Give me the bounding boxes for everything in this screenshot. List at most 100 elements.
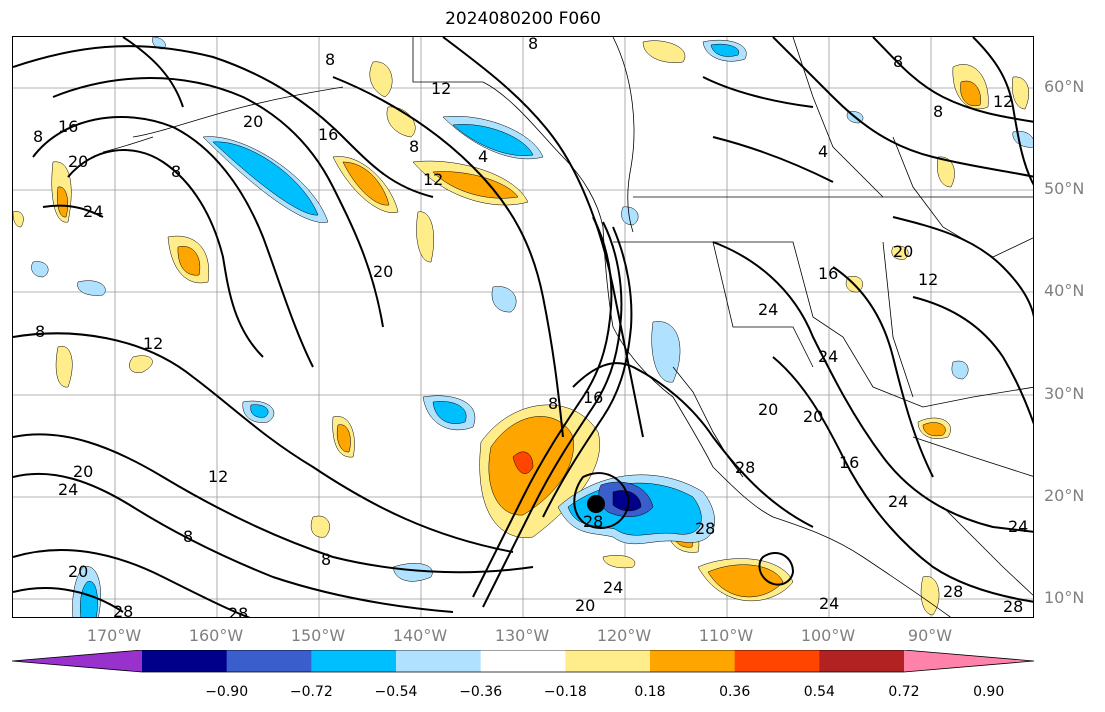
shade-cool <box>491 286 517 313</box>
contour-label: 20 <box>373 262 393 281</box>
lon-label: 130°W <box>494 626 550 645</box>
contour-label: 12 <box>993 92 1013 111</box>
lat-label: 40°N <box>1044 281 1085 300</box>
colorbar-extend-low <box>12 650 142 672</box>
shade-warm <box>891 245 909 260</box>
contour-label: 16 <box>318 125 338 144</box>
contour-label: 24 <box>603 578 623 597</box>
shade-cool <box>710 43 740 57</box>
coastlines <box>102 37 1033 617</box>
colorbar-segment <box>565 650 651 672</box>
contour-label: 4 <box>818 142 828 161</box>
contour-label: 4 <box>478 147 488 166</box>
shade-warm <box>920 576 940 616</box>
contour-label: 28 <box>228 604 248 618</box>
cyclone-center <box>587 495 605 513</box>
shade-warm <box>13 211 24 228</box>
lat-label: 60°N <box>1044 77 1085 96</box>
lat-label: 10°N <box>1044 588 1085 607</box>
contour-label: 28 <box>943 582 963 601</box>
contour-label: 12 <box>431 79 451 98</box>
contour-label: 28 <box>113 602 133 618</box>
colorbar-segment <box>142 650 228 672</box>
shade-warm <box>960 80 981 107</box>
shade-cool <box>951 360 969 380</box>
contour-label: 24 <box>1008 517 1028 536</box>
contour-label: 8 <box>325 50 335 69</box>
colorbar-tick-label: −0.18 <box>543 684 587 700</box>
shade-cool <box>1012 131 1033 148</box>
colorbar-tick-label: 0.36 <box>719 684 751 700</box>
contour-label: 20 <box>803 407 823 426</box>
colorbar-segment <box>819 650 905 672</box>
contour-label: 8 <box>409 137 419 156</box>
shade-warm <box>342 161 390 206</box>
colorbar-segment <box>311 650 397 672</box>
shade-warm <box>129 355 153 373</box>
contour-label: 16 <box>818 264 838 283</box>
colorbar-outline <box>12 650 1035 673</box>
colorbar-segment <box>734 650 820 672</box>
contour-label: 24 <box>758 300 778 319</box>
shade-warm <box>310 515 330 538</box>
lon-label: 160°W <box>188 626 244 645</box>
map-canvas: 8 12 8 16 8 12 4 8 16 20 20 8 24 20 8 12… <box>13 37 1033 618</box>
lon-label: 90°W <box>907 626 953 645</box>
map-panel: 8 12 8 16 8 12 4 8 16 20 20 8 24 20 8 12… <box>12 36 1034 618</box>
colorbar-tick-label: −0.90 <box>205 684 249 700</box>
colorbar-segment <box>396 650 482 672</box>
shade-cool <box>621 206 639 226</box>
contour-label: 16 <box>839 453 859 472</box>
plot-title: 2024080200 F060 <box>445 9 601 29</box>
contour-label: 16 <box>583 388 603 407</box>
lon-label: 170°W <box>86 626 142 645</box>
contour-label: 20 <box>758 400 778 419</box>
colorbar-tick-label: −0.54 <box>374 684 418 700</box>
shade-warm <box>642 40 686 63</box>
shade-warm <box>707 564 784 598</box>
shade-cool <box>432 401 467 424</box>
contour-label: 12 <box>208 467 228 486</box>
shade-warm <box>336 424 351 453</box>
contour-label: 12 <box>423 170 443 189</box>
shade-cool <box>392 563 433 582</box>
contour-label: 24 <box>58 480 78 499</box>
contour-label: 20 <box>68 562 88 581</box>
shade-warm <box>922 422 946 437</box>
shade-cool <box>250 404 269 418</box>
colorbar-tick-label: 0.72 <box>888 684 920 700</box>
contour-label: 8 <box>183 527 193 546</box>
contour-label: 8 <box>893 52 903 71</box>
contour-label: 12 <box>918 270 938 289</box>
contour-label: 20 <box>575 596 595 615</box>
lon-label: 110°W <box>698 626 754 645</box>
shade-cool <box>80 581 98 617</box>
colorbar-tick-label: −0.36 <box>459 684 503 700</box>
shade-cool <box>651 321 681 383</box>
lon-label: 120°W <box>596 626 652 645</box>
shade-warm <box>602 555 636 569</box>
lon-label: 140°W <box>392 626 448 645</box>
colorbar-tick-label: 0.90 <box>973 684 1005 700</box>
colorbar-segment <box>480 650 566 672</box>
contour-label: 24 <box>819 594 839 613</box>
contour-label: 12 <box>143 334 163 353</box>
contour-label: 24 <box>888 492 908 511</box>
lat-label: 50°N <box>1044 179 1085 198</box>
negative-shading <box>31 37 1033 617</box>
contour-label: 20 <box>68 152 88 171</box>
contour-lines <box>13 37 1033 617</box>
contour-label: 8 <box>171 162 181 181</box>
shade-cool <box>212 141 319 216</box>
colorbar-tick-label: 0.18 <box>634 684 666 700</box>
contour-labels: 8 12 8 16 8 12 4 8 16 20 20 8 24 20 8 12… <box>33 37 1028 618</box>
contour-label: 28 <box>583 512 603 531</box>
shade-warm <box>1012 76 1029 110</box>
shade-warm <box>55 346 73 388</box>
shade-warm <box>57 186 68 218</box>
contour-label: 8 <box>321 550 331 569</box>
lon-label: 100°W <box>800 626 856 645</box>
contour-label: 8 <box>35 322 45 341</box>
shade-warm <box>177 246 201 276</box>
contour-label: 8 <box>33 127 43 146</box>
